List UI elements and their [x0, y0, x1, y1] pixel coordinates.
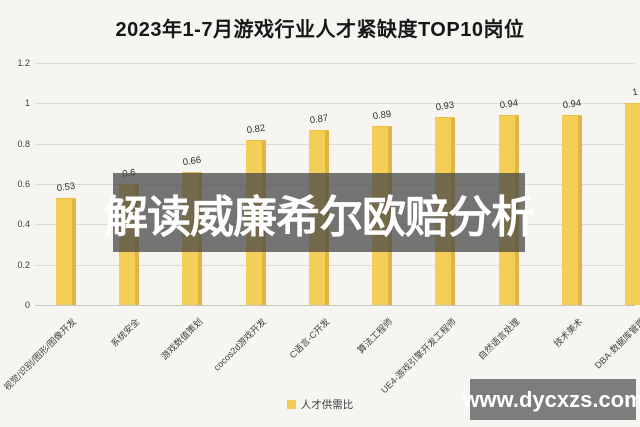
- y-axis-label: 0.8: [17, 138, 30, 149]
- x-axis-label: 算法工程师: [355, 316, 395, 356]
- x-axis-label: cocos2d游戏开发: [211, 316, 269, 373]
- legend-square-icon: [286, 399, 296, 409]
- bar: [625, 103, 640, 305]
- bar-value-label: 0.94: [498, 98, 519, 112]
- bar: [561, 115, 582, 305]
- bar-value-label: 0.89: [372, 108, 393, 122]
- y-axis-label: 0.6: [17, 179, 30, 189]
- x-axis-label: 自然语言处理: [475, 316, 522, 362]
- overlay-banner: 解读威廉希尔欧赔分析: [104, 173, 535, 252]
- chart-legend: 人才供需比: [0, 396, 640, 412]
- y-axis-label: 1.2: [17, 58, 30, 68]
- y-axis-label: 1: [24, 98, 30, 109]
- bar-value-label: 1: [631, 87, 639, 99]
- bar-value-label: 0.82: [245, 122, 266, 136]
- x-axis-label: 技术美术: [551, 316, 585, 349]
- bar-value-label: 0.94: [561, 98, 582, 112]
- chart-title: 2023年1-7月游戏行业人才紧缺度TOP10岗位: [115, 19, 525, 41]
- gridline: [35, 305, 635, 306]
- x-axis-label: C语言-C开发: [287, 316, 332, 361]
- overlay-banner-text: 解读威廉希尔欧赔分析: [104, 192, 535, 242]
- legend-label: 人才供需比: [300, 398, 354, 411]
- y-axis-label: 0: [24, 300, 30, 310]
- x-axis-label: 游戏数值策划: [159, 316, 205, 362]
- gridline: [35, 143, 635, 145]
- x-axis-label: 视觉/识别/图形/图像开发: [2, 316, 79, 393]
- gridline: [35, 103, 635, 105]
- gridline: [35, 63, 635, 64]
- watermark-text: www.dycxzs.com: [462, 386, 640, 412]
- y-axis-label: 0.4: [17, 219, 30, 230]
- y-axis-label: 0.2: [17, 259, 30, 270]
- bar: [56, 198, 76, 305]
- bar-value-label: 0.53: [56, 180, 76, 195]
- bar-value-label: 0.66: [182, 154, 203, 169]
- watermark-box: www.dycxzs.com: [462, 379, 640, 420]
- bar-value-label: 0.87: [308, 112, 329, 126]
- bar-value-label: 0.93: [435, 100, 456, 114]
- x-axis-label: DBA·数据库管理: [593, 316, 640, 371]
- x-axis-label: 系统安全: [109, 316, 142, 349]
- gridline: [35, 264, 635, 266]
